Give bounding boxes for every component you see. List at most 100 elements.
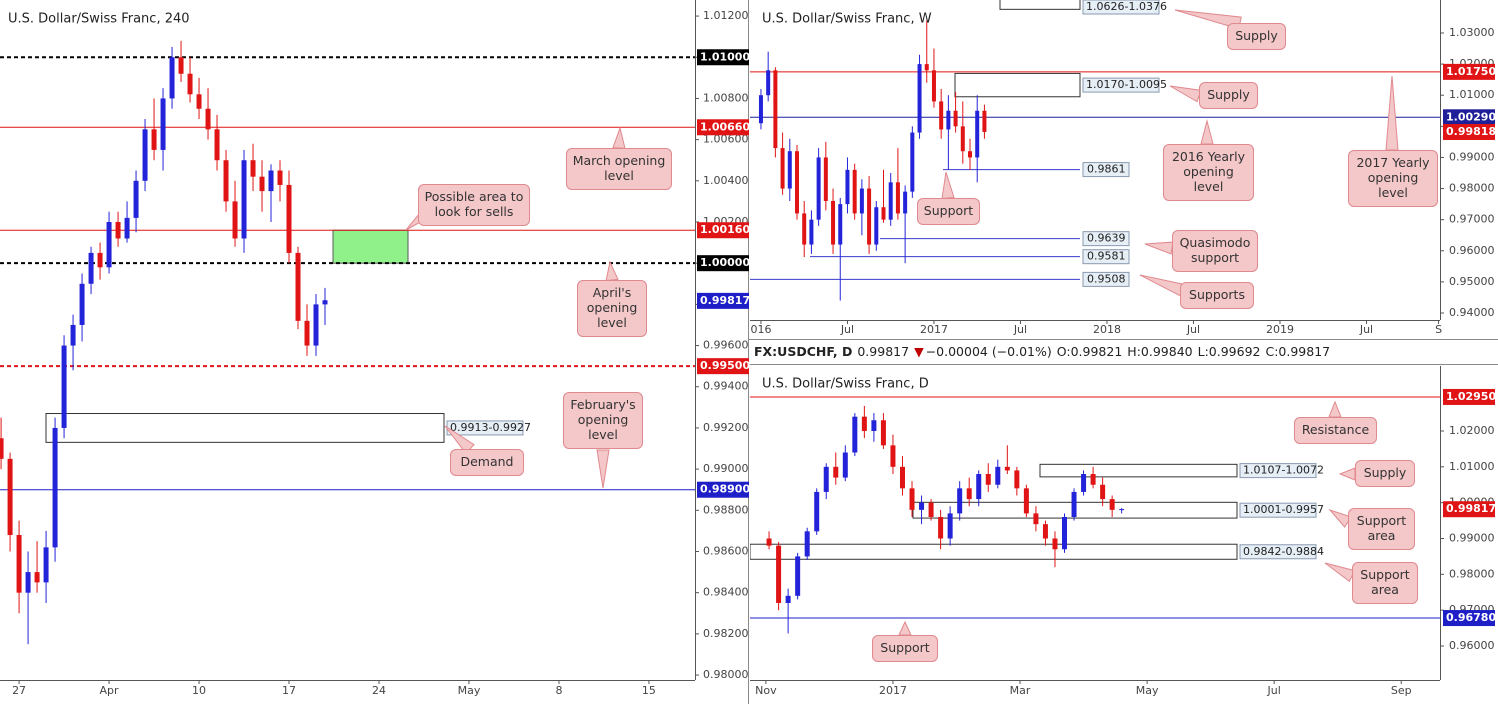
candle-body	[874, 207, 879, 245]
plot-240	[0, 40, 695, 645]
x-tick-label: 2017	[920, 323, 948, 336]
level-label-box	[1443, 610, 1495, 627]
level-label: 1.02950	[1446, 390, 1496, 403]
line-label: 0.9508	[1087, 272, 1126, 285]
candle-body	[859, 188, 864, 214]
x-tick-label: Mar	[1010, 684, 1031, 697]
candle-body	[909, 488, 915, 510]
candle-body	[917, 64, 922, 133]
x-tick-label: 2017	[879, 684, 907, 697]
candle-body	[804, 531, 810, 557]
level-label: 1.01750	[1446, 65, 1496, 78]
candle-body	[205, 108, 211, 130]
chart-title: U.S. Dollar/Swiss Franc, W	[762, 12, 932, 27]
candle-body	[780, 148, 785, 189]
candle-body	[809, 219, 814, 245]
candle-body	[845, 169, 850, 205]
candle-body	[982, 110, 987, 132]
candle-body	[995, 466, 1001, 485]
candle-body	[70, 324, 76, 346]
candle-body	[975, 110, 980, 158]
candle-body	[1023, 488, 1029, 514]
y-tick-label: 0.99000	[703, 462, 749, 475]
y-tick-label: 0.99400	[703, 380, 749, 393]
price: 0.99817	[857, 344, 910, 359]
candle-body	[1062, 516, 1068, 550]
candle-body	[946, 110, 951, 130]
x-tick-label: 10	[192, 684, 206, 697]
candle-body	[814, 491, 820, 532]
zone-label-box	[1082, 77, 1160, 93]
level-label-box	[1443, 388, 1495, 405]
price-label-box	[1443, 123, 1495, 140]
y-tick-label: 0.98000	[1449, 182, 1495, 195]
price-label-box	[697, 292, 749, 309]
candle-body	[953, 110, 958, 127]
level-label: 0.96780	[1446, 611, 1496, 624]
level-label: 1.01000	[700, 50, 750, 63]
zone-label-box	[1239, 544, 1317, 560]
candle-body	[823, 157, 828, 201]
zone-label: 0.9842-0.9884	[1243, 545, 1324, 558]
candle-body	[895, 182, 900, 214]
callout: Support area	[1352, 562, 1418, 604]
candle-body	[880, 420, 886, 446]
y-tick-label: 1.00400	[703, 174, 749, 187]
candle-body	[890, 445, 896, 467]
zone-label: 1.0626-1.0376	[1086, 0, 1167, 13]
candle-body	[899, 466, 905, 489]
candle-body	[61, 345, 67, 428]
candle-body	[178, 57, 184, 74]
candle-body	[52, 427, 58, 548]
candle-body	[794, 151, 799, 214]
candle-body	[785, 595, 791, 603]
y-tick-label: 0.98600	[703, 544, 749, 557]
candle-body	[1090, 473, 1096, 485]
chart-title: U.S. Dollar/Swiss Franc, 240	[8, 12, 190, 27]
callout: Possible area to look for sells	[418, 184, 530, 226]
callout: 2016 Yearly opening level	[1163, 144, 1254, 201]
x-tick-label: 15	[642, 684, 656, 697]
x-tick-label: May	[458, 684, 481, 697]
candle-body	[838, 204, 843, 245]
candle-body	[931, 70, 936, 102]
price-label: 0.99817	[1446, 502, 1496, 515]
candle-body	[1081, 473, 1087, 492]
candle-body	[295, 252, 301, 321]
candle-body	[852, 169, 857, 214]
candle-body	[842, 452, 848, 478]
candle-body	[250, 160, 256, 177]
candle-body	[79, 283, 85, 325]
plot-weekly	[750, 0, 1440, 301]
x-tick-label: Jul	[1267, 684, 1281, 697]
candle-body	[214, 129, 220, 161]
candle-body	[1109, 499, 1115, 510]
candle-body	[1119, 509, 1125, 511]
x-tick-label: 24	[372, 684, 386, 697]
level-label: 0.98900	[700, 483, 750, 496]
zone	[332, 229, 409, 264]
y-tick-label: 0.94000	[1449, 306, 1495, 319]
candle-body	[97, 252, 103, 268]
x-tick-label: Jul	[840, 323, 854, 336]
candle-body	[960, 126, 965, 152]
zone	[45, 413, 445, 443]
level-label-box	[697, 119, 749, 136]
candle-body	[169, 57, 175, 99]
candle-body	[831, 200, 836, 245]
y-tick-label: 0.98200	[703, 627, 749, 640]
callout: March opening level	[566, 148, 672, 190]
x-tick-label: Nov	[755, 684, 777, 697]
line-label: 0.9581	[1087, 250, 1126, 263]
candle-body	[322, 300, 328, 305]
candle-body	[7, 458, 13, 536]
callout: April's opening level	[577, 280, 647, 337]
x-tick-label: Sep	[1391, 684, 1412, 697]
candle-body	[976, 473, 982, 500]
candle-body	[795, 556, 801, 596]
y-tick-label: 0.96000	[1449, 639, 1495, 652]
y-tick-label: 0.96000	[1449, 244, 1495, 257]
candle-body	[833, 466, 839, 478]
